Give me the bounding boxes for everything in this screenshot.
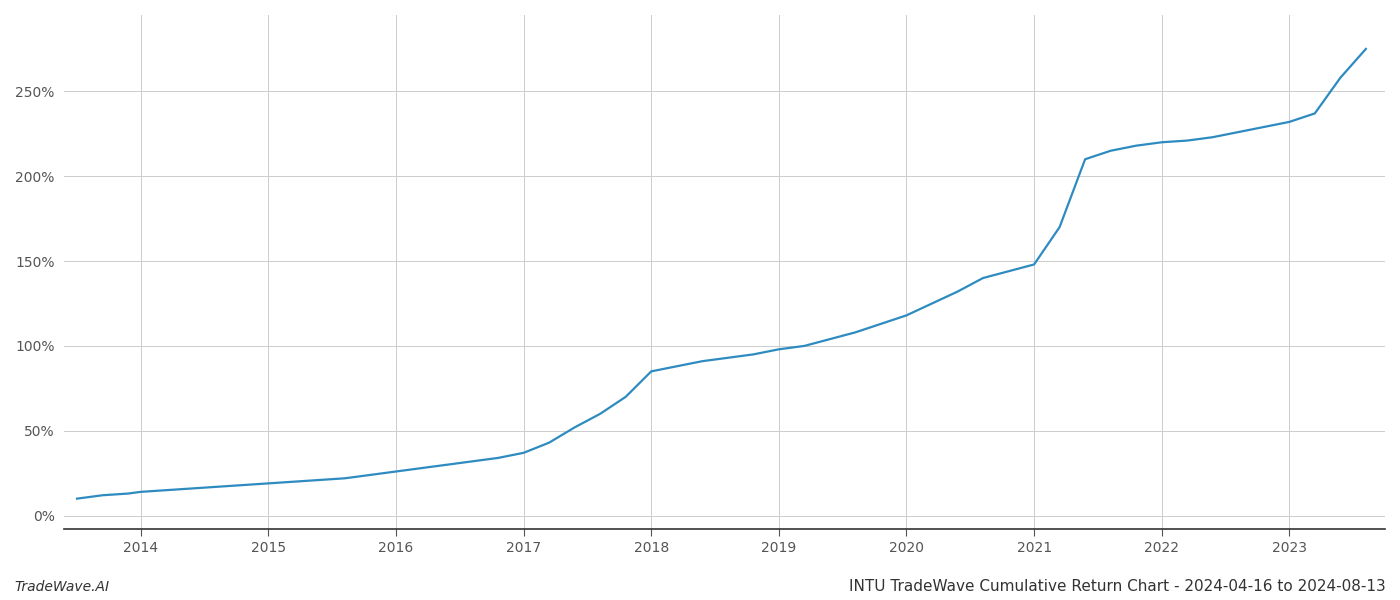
Text: TradeWave.AI: TradeWave.AI: [14, 580, 109, 594]
Text: INTU TradeWave Cumulative Return Chart - 2024-04-16 to 2024-08-13: INTU TradeWave Cumulative Return Chart -…: [850, 579, 1386, 594]
